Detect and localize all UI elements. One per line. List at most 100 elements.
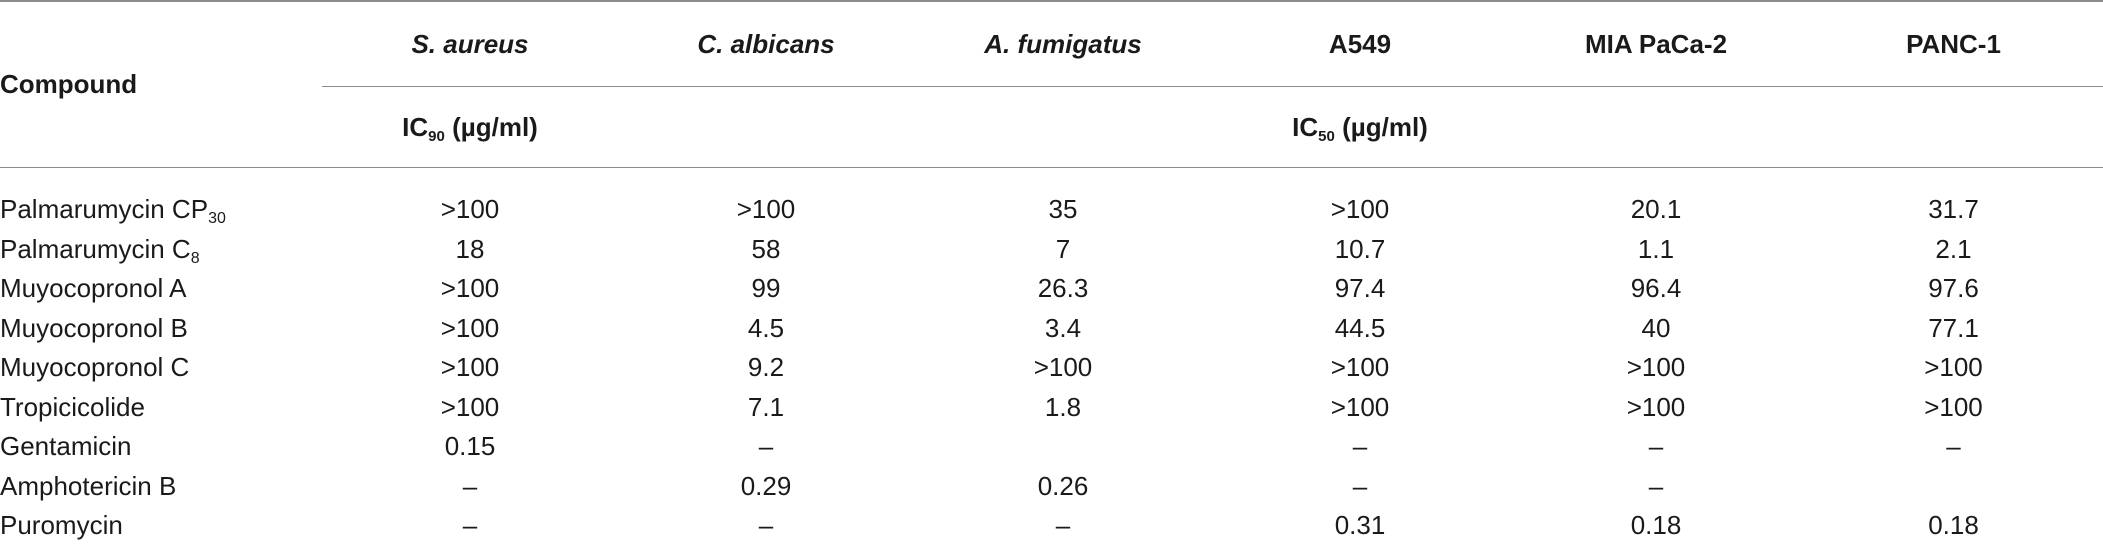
table-row: Puromycin – – – 0.31 0.18 0.18 <box>0 506 2103 546</box>
table-row: Tropicicolide >100 7.1 1.8 >100 >100 >100 <box>0 388 2103 428</box>
compound-name-cell: Palmarumycin CP30 <box>0 167 322 230</box>
compound-name: Gentamicin <box>0 431 132 462</box>
compound-name: Amphotericin B <box>0 470 177 501</box>
value-cell: >100 <box>440 352 500 383</box>
value-cell: 26.3 <box>1037 273 1089 304</box>
column-header-a-fumigatus: A. fumigatus <box>914 0 1212 87</box>
value-cell: >100 <box>1924 352 1983 383</box>
value-cell: 0.18 <box>1630 510 1682 541</box>
table-row: Amphotericin B – 0.29 0.26 – – <box>0 467 2103 507</box>
value-cell: – <box>758 431 774 462</box>
value-cell: 35 <box>914 167 1212 230</box>
value-cell: – <box>462 510 478 541</box>
header-row-units: IC90 (µg/ml) IC50 (µg/ml) <box>0 86 2103 168</box>
ic50-prefix: IC <box>1292 111 1319 142</box>
value-cell: 20.1 <box>1508 167 1804 230</box>
value-cell: >100 <box>618 167 914 230</box>
table-body: Palmarumycin CP30 >100 >100 35 >100 20.1 31.7 P… <box>0 167 2103 546</box>
unit-header-spacer-2 <box>914 86 1212 168</box>
value-cell: 0.29 <box>740 470 792 501</box>
value-cell: 7 <box>1055 233 1071 264</box>
value-cell: 44.5 <box>1334 312 1386 343</box>
compound-name: Muyocopronol C <box>0 352 190 383</box>
value-cell: 2.1 <box>1935 233 1972 264</box>
value-cell: – <box>1648 470 1664 501</box>
value-cell: 40 <box>1641 312 1671 343</box>
compound-name: Puromycin <box>0 510 123 541</box>
unit-header-spacer-3 <box>1508 86 1804 168</box>
ic90-unit: (µg/ml) <box>444 111 538 142</box>
value-cell: 1.1 <box>1637 233 1675 264</box>
column-header-s-aureus: S. aureus <box>322 0 618 87</box>
value-cell: >100 <box>1330 391 1390 422</box>
compound-name-cell: Muyocopronol A <box>0 269 322 309</box>
ic90-prefix: IC <box>402 111 429 142</box>
value-cell: >100 <box>1626 391 1686 422</box>
value-cell: >100 <box>440 312 500 343</box>
value-cell: 77.1 <box>1928 312 1979 343</box>
value-cell: 7.1 <box>747 391 785 422</box>
ic50-subscript: 50 <box>1318 127 1335 145</box>
value-cell: 10.7 <box>1334 233 1386 264</box>
value-cell: >100 <box>1626 352 1686 383</box>
value-cell: – <box>1352 470 1368 501</box>
value-cell: >100 <box>1924 391 1983 422</box>
compound-name-cell: Puromycin <box>0 506 322 546</box>
value-cell: >100 <box>1212 167 1508 230</box>
value-cell: 97.4 <box>1334 273 1386 304</box>
value-cell: 4.5 <box>747 312 785 343</box>
value-cell: >100 <box>322 167 618 230</box>
value-cell: 9.2 <box>747 352 785 383</box>
value-cell: 96.4 <box>1630 273 1682 304</box>
value-cell: 97.6 <box>1928 273 1979 304</box>
value-cell: – <box>1055 510 1071 541</box>
value-cell: >100 <box>440 391 500 422</box>
compound-name-subscript: 30 <box>208 210 226 228</box>
unit-header-spacer-4 <box>1804 86 2103 168</box>
column-header-compound: Compound <box>0 0 322 168</box>
ic50-unit: (µg/ml) <box>1334 111 1428 142</box>
compound-name-cell: Amphotericin B <box>0 467 322 507</box>
table-row: Muyocopronol B >100 4.5 3.4 44.5 40 77.1 <box>0 309 2103 349</box>
value-cell: 58 <box>751 233 781 264</box>
table-row: Gentamicin 0.15 – – – – <box>0 427 2103 467</box>
unit-header-ic50: IC50 (µg/ml) <box>1212 86 1508 168</box>
table-row: Palmarumycin CP30 >100 >100 35 >100 20.1 31.7 <box>0 167 2103 230</box>
value-cell: 1.8 <box>1044 391 1082 422</box>
unit-header-ic90: IC90 (µg/ml) <box>322 86 618 168</box>
value-cell <box>914 427 1212 467</box>
value-cell: >100 <box>440 273 500 304</box>
value-cell <box>1804 467 2103 507</box>
compound-name: Muyocopronol A <box>0 273 187 304</box>
value-cell: – <box>462 470 478 501</box>
compound-name-subscript: 8 <box>190 249 200 267</box>
compound-name: Palmarumycin C <box>0 233 191 264</box>
compound-name-cell: Muyocopronol C <box>0 348 322 388</box>
table-row: Palmarumycin C8 18 58 7 10.7 1.1 2.1 <box>0 230 2103 270</box>
compound-name: Tropicicolide <box>0 391 145 422</box>
column-header-c-albicans: C. albicans <box>618 0 914 87</box>
value-cell: 0.15 <box>444 431 496 462</box>
unit-header-spacer-1 <box>618 86 914 168</box>
value-cell: 0.18 <box>1928 510 1979 541</box>
value-cell: >100 <box>1330 352 1390 383</box>
column-header-mia-paca-2: MIA PaCa-2 <box>1508 0 1804 87</box>
value-cell: 99 <box>751 273 781 304</box>
compound-name-cell: Gentamicin <box>0 427 322 467</box>
compound-name-cell: Tropicicolide <box>0 388 322 428</box>
value-cell: 18 <box>455 233 485 264</box>
compound-name: Palmarumycin CP <box>0 194 209 225</box>
ic90-subscript: 90 <box>428 127 445 145</box>
value-cell: 3.4 <box>1044 312 1082 343</box>
value-cell: 0.26 <box>1037 470 1089 501</box>
compound-name-cell: Palmarumycin C8 <box>0 230 322 270</box>
value-cell: >100 <box>1033 352 1093 383</box>
value-cell: – <box>1648 431 1664 462</box>
value-cell: – <box>1946 431 1961 462</box>
header-row-organisms: Compound S. aureus C. albicans A. fumiga… <box>0 0 2103 168</box>
column-header-panc-1: PANC-1 <box>1804 0 2103 87</box>
compound-name-cell: Muyocopronol B <box>0 309 322 349</box>
table-row: Muyocopronol C >100 9.2 >100 >100 >100 >100 <box>0 348 2103 388</box>
